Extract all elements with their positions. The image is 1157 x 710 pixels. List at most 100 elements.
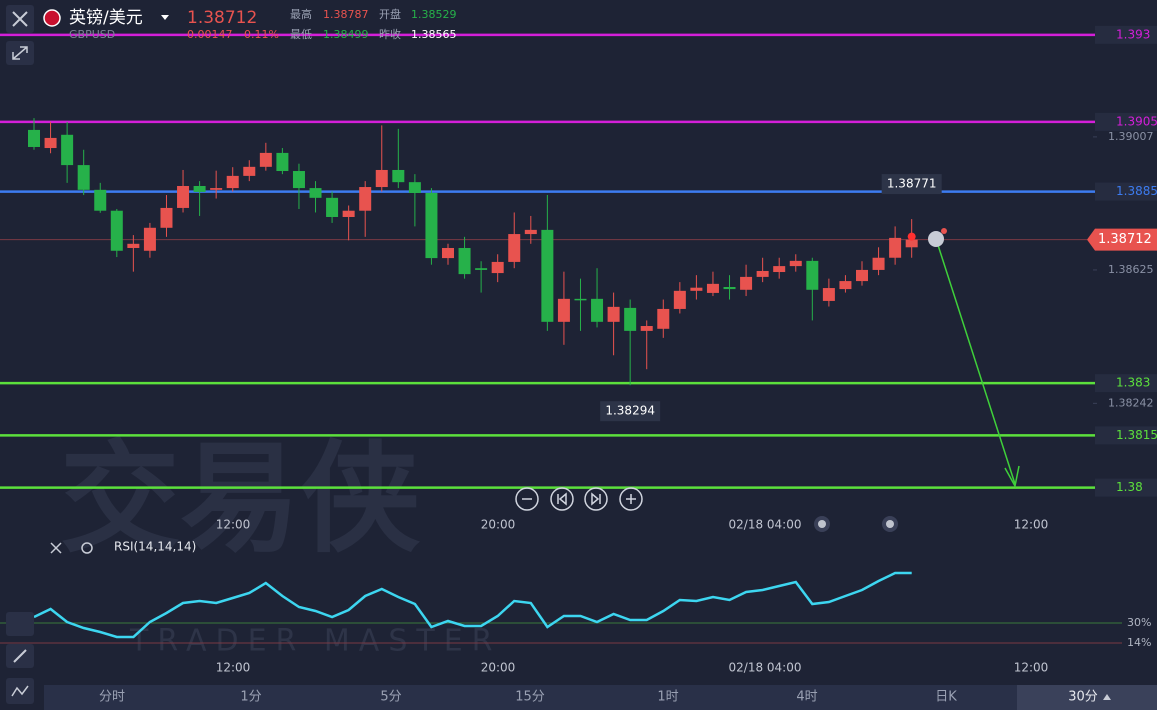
info-icon[interactable]: [928, 231, 944, 247]
candle-body: [292, 171, 305, 189]
candle-body: [28, 129, 40, 147]
watermark-title: 交易侠: [60, 430, 421, 569]
candle-body: [839, 281, 852, 290]
symbol-name[interactable]: 英镑/美元: [69, 8, 143, 28]
period-tab[interactable]: 1时: [657, 690, 678, 705]
stat-label: 最低: [290, 28, 312, 41]
stat-label: 昨收: [379, 27, 401, 41]
marker-dot: [886, 520, 894, 528]
forecast-arrow: [936, 241, 1016, 485]
candle-body: [789, 260, 802, 267]
current-glow: [907, 232, 916, 241]
candle-body: [326, 197, 339, 217]
candle-body: [259, 152, 272, 167]
symbol-code: GBPUSD: [69, 28, 115, 41]
header: 英镑/美元 1.38712 GBPUSD 0.00147 0.11% 最高 1.…: [6, 5, 457, 65]
indicator-icon: [11, 685, 29, 697]
level-label: 1.383: [1116, 376, 1150, 390]
candle-body: [143, 227, 156, 251]
stat-label: 开盘: [379, 7, 401, 21]
candle-body: [442, 247, 454, 259]
candle-body: [276, 152, 289, 172]
stat-value: 1.38565: [411, 28, 457, 41]
candle-body: [607, 306, 620, 322]
side-tools: [6, 612, 34, 704]
candle-body: [822, 288, 835, 301]
candle-body: [44, 137, 57, 149]
close-indicator[interactable]: [50, 542, 62, 554]
high-callout: 1.38771: [887, 177, 937, 191]
change: 0.00147: [187, 28, 233, 41]
playback-controls: [515, 487, 898, 532]
high-callout-box: [881, 174, 942, 195]
candle-body: [673, 290, 686, 309]
level-label-box: [1095, 112, 1157, 131]
level-label-box: [1095, 374, 1157, 393]
level-label-box: [1095, 478, 1157, 497]
candle-body: [508, 234, 521, 262]
period-tab[interactable]: 4时: [796, 690, 817, 705]
candle-body: [160, 207, 173, 228]
x-tick-label: 12:00: [216, 661, 251, 675]
flag-icon: [43, 9, 61, 27]
candle-body: [342, 210, 355, 217]
period-tab[interactable]: 1分: [240, 690, 261, 705]
candle-body: [475, 268, 488, 270]
candle-body: [61, 134, 74, 166]
level-label: 1.3885: [1116, 184, 1157, 198]
close-icon: [12, 11, 28, 27]
dropdown-icon[interactable]: [161, 15, 169, 20]
candle-body: [77, 165, 90, 190]
candle-body: [591, 298, 604, 322]
step-back-button[interactable]: [550, 487, 574, 511]
candle-body: [624, 307, 637, 331]
forecast-arrowhead: [1004, 465, 1020, 489]
period-tab[interactable]: 分时: [99, 690, 125, 705]
candle-body: [541, 229, 554, 322]
candle-body: [640, 326, 653, 331]
candle-body: [359, 187, 372, 211]
selected-period: [1017, 685, 1157, 710]
level-label: 1.3905: [1116, 114, 1157, 128]
step-forward-icon: [591, 492, 601, 506]
step-forward-button[interactable]: [584, 487, 608, 511]
last-price-tag: [1087, 228, 1157, 251]
tool-button[interactable]: [6, 612, 34, 636]
period-tab[interactable]: 5分: [380, 690, 401, 705]
pen-icon: [13, 649, 27, 663]
x-tick-label: 20:00: [481, 661, 516, 675]
period-tab[interactable]: 30分: [1068, 690, 1098, 705]
candle-body: [127, 243, 140, 248]
x-tick-label: 12:00: [216, 518, 251, 532]
period-tab[interactable]: 15分: [515, 690, 545, 705]
last-price-label: 1.38712: [1098, 232, 1152, 247]
x-tick-label: 20:00: [481, 518, 516, 532]
candle-body: [94, 189, 107, 211]
candle-body: [574, 298, 587, 301]
candle-body: [524, 229, 537, 235]
step-back-icon: [557, 492, 567, 506]
candle-body: [905, 239, 918, 248]
candle-body: [723, 286, 736, 290]
period-arrow[interactable]: [1103, 694, 1111, 700]
plot: 1.39007 1.38625 1.38242 12:00 12:00 20:00 20:0…: [0, 25, 1157, 675]
level-label-box: [1095, 25, 1157, 44]
candle-body: [408, 182, 421, 193]
candle-body: [425, 192, 438, 259]
candle-body: [773, 266, 786, 273]
period-tab[interactable]: 日K: [935, 690, 957, 705]
level-label: 1.393: [1116, 27, 1150, 41]
zoom-out-button[interactable]: [515, 487, 539, 511]
stat-value: 1.38499: [323, 28, 369, 41]
settings-icon[interactable]: [81, 542, 93, 554]
candle-body: [177, 185, 190, 208]
candle-body: [375, 169, 388, 188]
candle-body: [690, 287, 703, 291]
zoom-in-button[interactable]: [619, 487, 643, 511]
level-label: 1.38: [1116, 480, 1143, 494]
candle-body: [856, 269, 868, 282]
candle-body: [392, 169, 405, 183]
info-dot: [941, 228, 947, 234]
indicator-name: RSI(14,14,14): [114, 540, 196, 554]
